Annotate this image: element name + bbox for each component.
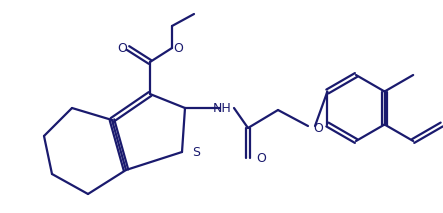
Text: O: O (117, 42, 127, 55)
Text: NH: NH (213, 102, 231, 115)
Text: O: O (256, 151, 266, 164)
Text: O: O (313, 121, 323, 134)
Text: O: O (173, 42, 183, 55)
Text: S: S (192, 145, 200, 158)
